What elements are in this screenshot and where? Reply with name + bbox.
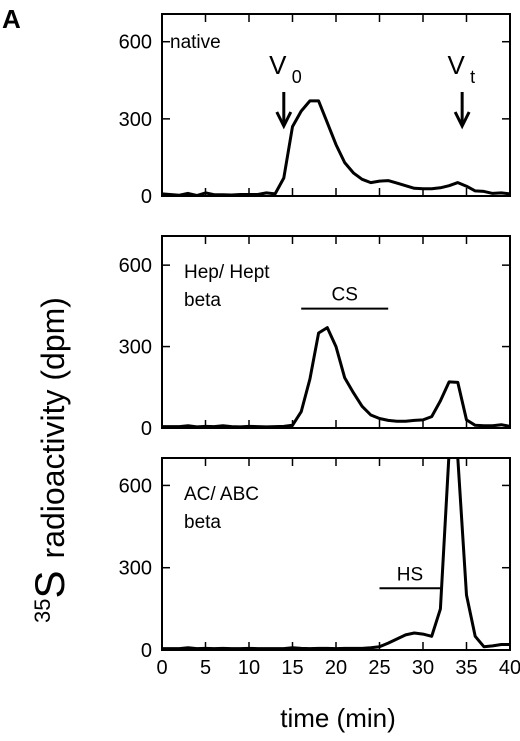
arrow-head: [453, 111, 471, 130]
panel-annotation: native: [170, 32, 221, 53]
y-axis-label-superscript: 35: [30, 598, 55, 622]
panel-middle: 0 300 600 Hep/ Hept beta CS: [119, 235, 511, 440]
arrow-subscript: 0: [292, 67, 302, 87]
y-tick-label: 300: [119, 337, 152, 359]
x-tick-label: 5: [200, 657, 211, 679]
panel-annotation: AC/ ABC: [184, 484, 259, 505]
series-line: [162, 326, 510, 428]
figure-label: A: [2, 4, 21, 34]
x-tick-label: 0: [156, 657, 167, 679]
y-tick-label: 0: [141, 640, 152, 662]
y-axis-label-isotope: S: [26, 570, 73, 598]
x-tick-label: 20: [325, 657, 347, 679]
y-tick-label: 300: [119, 109, 152, 131]
x-tick-label: 40: [499, 657, 520, 679]
panel-annotation: Hep/ Hept: [184, 262, 270, 283]
y-tick-label: 600: [119, 475, 152, 497]
panel-annotation: beta: [184, 290, 221, 311]
x-tick-label: 30: [412, 657, 434, 679]
series-line: [162, 458, 510, 650]
x-tick-label: 15: [281, 657, 303, 679]
svg-text:35Sradioactivity (dpm): 35Sradioactivity (dpm): [26, 297, 73, 623]
arrow-head: [275, 111, 293, 130]
x-tick-label: 35: [455, 657, 477, 679]
y-tick-label: 300: [119, 558, 152, 580]
y-tick-label: 600: [119, 32, 152, 54]
arrow-label: V: [269, 50, 287, 80]
y-axis-label-text: radioactivity (dpm): [35, 297, 71, 558]
arrow-subscript: t: [470, 67, 475, 87]
y-tick-label: 600: [119, 255, 152, 277]
x-axis-label: time (min): [280, 703, 396, 733]
y-tick-label: 0: [141, 418, 152, 440]
x-tick-label: 25: [368, 657, 390, 679]
arrow-label: V: [447, 50, 465, 80]
x-tick-label: 10: [238, 657, 260, 679]
y-tick-label: 0: [141, 186, 152, 208]
range-bar-label: HS: [397, 564, 423, 585]
series-line: [162, 99, 510, 196]
panel-annotation: beta: [184, 512, 221, 533]
range-bar-label: CS: [331, 285, 357, 306]
panel-bottom: 0 300 600 0 5 10 15 20 25 30 35 40 AC/ ABC beta HS: [119, 457, 520, 679]
y-axis-label: 35Sradioactivity (dpm): [26, 297, 73, 623]
